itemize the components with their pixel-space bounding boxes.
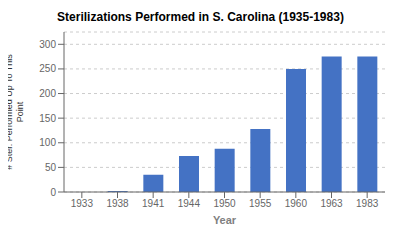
svg-text:0: 0 — [50, 187, 56, 198]
svg-text:100: 100 — [39, 137, 56, 148]
svg-text:1941: 1941 — [142, 198, 165, 209]
svg-text:250: 250 — [39, 63, 56, 74]
svg-text:1983: 1983 — [356, 198, 379, 209]
svg-text:1963: 1963 — [320, 198, 343, 209]
html-text:Sterilizations Performed in S.: Sterilizations Performed in S. Carolina … — [57, 10, 344, 24]
svg-text:300: 300 — [39, 39, 56, 50]
svg-text:1938: 1938 — [106, 198, 129, 209]
svg-text:1960: 1960 — [285, 198, 308, 209]
svg-text:1944: 1944 — [178, 198, 201, 209]
svg-text:Year: Year — [213, 214, 237, 226]
svg-text:1955: 1955 — [249, 198, 272, 209]
svg-text:# Ster. Performed Up To ThisPo: # Ster. Performed Up To ThisPoint — [8, 54, 25, 170]
svg-text:200: 200 — [39, 88, 56, 99]
svg-text:1950: 1950 — [213, 198, 236, 209]
svg-text:50: 50 — [45, 162, 57, 173]
svg-text:1933: 1933 — [71, 198, 94, 209]
svg-text:150: 150 — [39, 113, 56, 124]
